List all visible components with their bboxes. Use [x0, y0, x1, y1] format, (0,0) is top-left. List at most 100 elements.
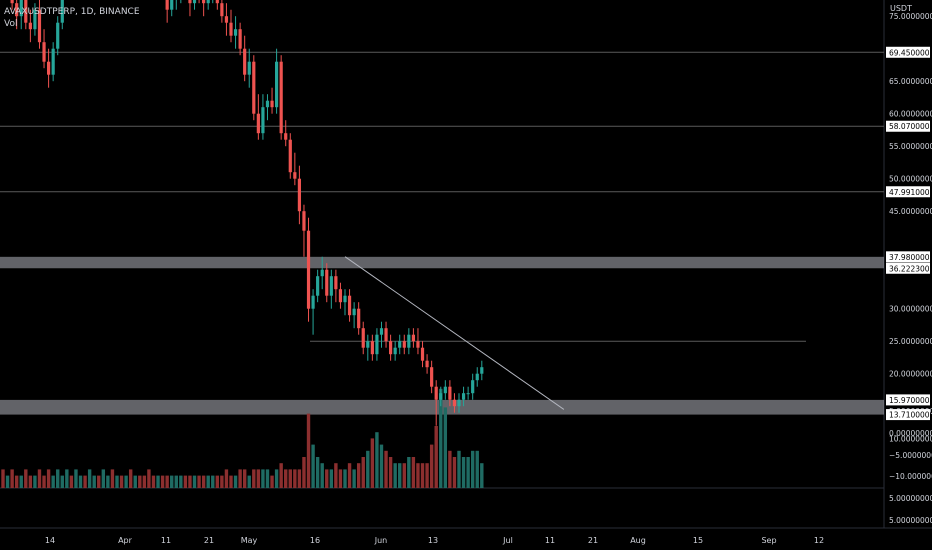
- volume-bar: [229, 475, 233, 488]
- candle-body: [325, 269, 329, 296]
- volume-bar: [10, 469, 14, 488]
- volume-bar: [347, 463, 352, 488]
- candle-body: [457, 399, 461, 407]
- volume-bar: [452, 457, 457, 488]
- price-tick-label: 60.00000000: [889, 110, 932, 119]
- candle-body: [28, 22, 32, 30]
- volume-bar: [206, 475, 210, 488]
- volume-bar: [124, 475, 128, 488]
- candle-body: [10, 0, 14, 4]
- volume-bar: [133, 475, 137, 488]
- time-tick-label: 15: [693, 536, 703, 545]
- volume-bar: [37, 469, 42, 488]
- candle-body: [375, 334, 379, 355]
- time-tick-label: Sep: [761, 536, 776, 545]
- volume-bar: [325, 469, 329, 488]
- volume-tick-label: −5.00000000: [889, 451, 932, 460]
- volume-bar: [338, 469, 343, 488]
- zone-0: [0, 256, 884, 269]
- candle-body: [215, 0, 219, 4]
- volume-bar: [147, 469, 151, 488]
- candle-body: [279, 61, 283, 134]
- price-tick-label: 30.00000000: [889, 305, 932, 314]
- volume-bar: [284, 469, 288, 488]
- volume-bar: [352, 469, 356, 488]
- volume-bar: [343, 469, 347, 488]
- candle-body: [357, 308, 361, 329]
- volume-bar: [33, 475, 37, 488]
- volume-bar: [106, 475, 110, 488]
- volume-bar: [74, 469, 78, 488]
- candle-body: [475, 373, 479, 381]
- price-label-box: [886, 262, 930, 274]
- volume-bar: [388, 457, 393, 488]
- candle-body: [170, 0, 174, 10]
- volume-bar: [466, 457, 470, 488]
- candle-body: [389, 341, 393, 355]
- time-tick-label: May: [241, 536, 258, 545]
- candle-body: [293, 172, 297, 179]
- candle-body: [443, 386, 447, 394]
- candle-body: [42, 42, 46, 62]
- price-tick-label: 75.00000000: [889, 12, 932, 21]
- candle-body: [233, 29, 238, 36]
- volume-bar: [65, 469, 69, 488]
- time-tick-label: 13: [428, 536, 438, 545]
- volume-bar: [439, 388, 443, 488]
- candle-body: [384, 328, 388, 342]
- candle-body: [320, 269, 324, 277]
- candle-body: [51, 48, 55, 75]
- volume-bar: [361, 457, 365, 488]
- price-label: 36.22230000: [889, 264, 932, 273]
- volume-bar: [101, 469, 106, 488]
- candle-body: [439, 393, 443, 400]
- volume-bar: [443, 407, 448, 488]
- candle-body: [15, 3, 19, 17]
- volume-bar: [56, 469, 60, 488]
- candle-body: [202, 0, 206, 4]
- time-tick-label: Apr: [118, 536, 133, 545]
- candle-body: [343, 295, 347, 303]
- price-tick-label: 10.00000000: [889, 435, 932, 444]
- price-label-box: [886, 186, 930, 198]
- volume-bar: [165, 475, 169, 488]
- volume-bar: [366, 450, 370, 488]
- volume-bar: [411, 457, 416, 488]
- candle-body: [361, 328, 365, 348]
- volume-bar: [142, 475, 147, 488]
- volume-bar: [270, 475, 274, 488]
- candle-body: [243, 48, 247, 75]
- volume-bar: [384, 450, 388, 488]
- volume-bar: [288, 469, 292, 488]
- candle-body: [302, 211, 306, 231]
- symbol-header: AVAXUSDTPERP, 1D, BINANCE: [4, 7, 140, 17]
- price-label: 69.45000000: [889, 48, 932, 57]
- candle-body: [165, 0, 169, 10]
- volume-bar: [311, 444, 315, 488]
- price-label: 13.71000000: [889, 411, 932, 420]
- volume-bar: [261, 469, 265, 488]
- volume-bar: [78, 475, 83, 488]
- candle-body: [379, 328, 384, 335]
- candle-body: [224, 16, 229, 23]
- candle-body: [452, 399, 457, 407]
- price-tick-label: 20.00000000: [889, 370, 932, 379]
- candle-body: [297, 178, 301, 212]
- price-label-box: [886, 46, 930, 58]
- candle-body: [471, 380, 475, 394]
- volume-bar: [265, 469, 270, 488]
- volume-bar: [110, 469, 115, 488]
- volume-bar: [233, 475, 238, 488]
- volume-bar: [151, 475, 156, 488]
- volume-bar: [475, 450, 479, 488]
- candle-body: [256, 113, 260, 134]
- volume-bar: [83, 475, 87, 488]
- price-label-box: [886, 409, 930, 421]
- time-tick-label: 11: [161, 536, 171, 545]
- candle-body: [229, 22, 233, 36]
- volume-bar: [24, 469, 28, 488]
- volume-bar: [51, 475, 55, 488]
- volume-bar: [69, 475, 74, 488]
- candle-body: [188, 0, 192, 4]
